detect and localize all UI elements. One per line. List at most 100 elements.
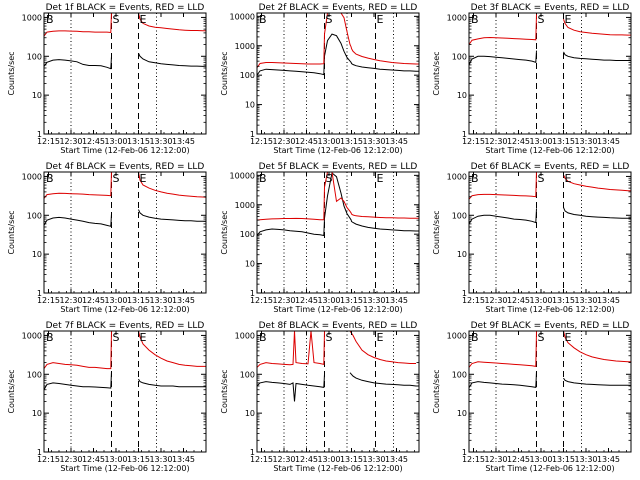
- x-axis-label: Start Time (12-Feb-06 12:12:00): [273, 305, 402, 314]
- x-tick-label: 12:15: [250, 455, 273, 464]
- x-tick-label: 13:00: [317, 137, 340, 146]
- x-tick-label: 13:15: [552, 296, 575, 305]
- x-tick-label: 13:45: [172, 296, 195, 305]
- series-events: [257, 372, 419, 402]
- x-axis-label: Start Time (12-Feb-06 12:12:00): [485, 464, 614, 473]
- plot-frame: [256, 12, 420, 135]
- y-tick-label: 10: [245, 260, 255, 269]
- y-tick-label: 1: [37, 289, 42, 298]
- x-tick-label: 13:30: [574, 296, 597, 305]
- plot-frame: [43, 171, 207, 294]
- y-tick-label: 100: [240, 71, 255, 80]
- plot-frame: [256, 330, 420, 453]
- x-tick-label: 13:00: [104, 455, 127, 464]
- x-tick-label: 12:45: [295, 137, 318, 146]
- x-tick-label: 13:15: [340, 455, 363, 464]
- y-tick-label: 1000: [22, 172, 42, 181]
- x-tick-label: 12:15: [250, 137, 273, 146]
- series-events: [44, 209, 206, 227]
- x-tick-label: 12:45: [82, 137, 105, 146]
- y-tick-label: 1: [250, 448, 255, 457]
- marker-b: B: [471, 331, 479, 344]
- y-tick-label: 1000: [235, 331, 255, 340]
- plot-frame: [256, 171, 420, 294]
- marker-b: B: [259, 13, 267, 26]
- y-axis-label: Counts/sec: [220, 210, 229, 254]
- marker-e: E: [140, 331, 147, 344]
- x-tick-label: 13:00: [529, 296, 552, 305]
- panel-title: Det 1f BLACK = Events, RED = LLD: [46, 3, 205, 13]
- y-tick-label: 1000: [22, 13, 42, 22]
- marker-e: E: [140, 13, 147, 26]
- x-tick-label: 12:45: [507, 296, 530, 305]
- x-tick-label: 12:15: [462, 137, 485, 146]
- y-tick-label: 100: [452, 370, 467, 379]
- marker-b: B: [46, 172, 54, 185]
- x-tick-label: 13:15: [552, 137, 575, 146]
- y-axis-label: Counts/sec: [220, 51, 229, 95]
- x-tick-label: 13:30: [149, 455, 172, 464]
- y-tick-label: 10: [457, 409, 467, 418]
- x-tick-label: 13:15: [340, 137, 363, 146]
- x-axis-label: Start Time (12-Feb-06 12:12:00): [273, 146, 402, 155]
- marker-s: S: [538, 172, 545, 185]
- marker-s: S: [326, 172, 333, 185]
- x-tick-label: 12:15: [37, 296, 60, 305]
- y-tick-label: 1: [250, 289, 255, 298]
- x-tick-label: 13:30: [362, 296, 385, 305]
- x-axis-label: Start Time (12-Feb-06 12:12:00): [60, 146, 189, 155]
- x-tick-label: 13:15: [340, 296, 363, 305]
- marker-b: B: [46, 331, 54, 344]
- y-axis-label: Counts/sec: [432, 210, 441, 254]
- plot-frame: [468, 12, 632, 135]
- series-lld: [469, 331, 631, 368]
- series-events: [469, 50, 631, 66]
- x-axis-label: Start Time (12-Feb-06 12:12:00): [485, 146, 614, 155]
- series-events: [469, 207, 631, 225]
- marker-s: S: [538, 331, 545, 344]
- x-tick-label: 12:30: [272, 455, 295, 464]
- y-tick-label: 10: [32, 91, 42, 100]
- y-tick-label: 100: [27, 52, 42, 61]
- marker-s: S: [326, 331, 333, 344]
- x-tick-label: 12:45: [82, 455, 105, 464]
- marker-s: S: [113, 172, 120, 185]
- panel-title: Det 4f BLACK = Events, RED = LLD: [46, 162, 205, 172]
- y-axis-label: Counts/sec: [7, 369, 16, 413]
- x-tick-label: 12:30: [484, 455, 507, 464]
- y-axis-label: Counts/sec: [220, 369, 229, 413]
- x-tick-label: 13:30: [149, 137, 172, 146]
- x-tick-label: 13:30: [149, 296, 172, 305]
- marker-b: B: [46, 13, 54, 26]
- plot-frame: [468, 171, 632, 294]
- y-tick-label: 100: [27, 211, 42, 220]
- marker-b: B: [471, 13, 479, 26]
- series-lld: [44, 172, 206, 199]
- x-tick-label: 12:15: [37, 137, 60, 146]
- x-tick-label: 12:45: [295, 455, 318, 464]
- series-events: [469, 371, 631, 389]
- panel-title: Det 3f BLACK = Events, RED = LLD: [471, 3, 630, 13]
- series-lld: [257, 331, 416, 368]
- plot-frame: [468, 330, 632, 453]
- series-lld: [44, 13, 206, 37]
- x-tick-label: 12:15: [37, 455, 60, 464]
- x-tick-label: 13:45: [597, 455, 620, 464]
- y-tick-label: 1: [462, 448, 467, 457]
- panel-title: Det 7f BLACK = Events, RED = LLD: [46, 321, 205, 331]
- y-tick-label: 10000: [230, 12, 255, 21]
- marker-b: B: [259, 172, 267, 185]
- x-tick-label: 13:45: [172, 137, 195, 146]
- x-tick-label: 13:15: [127, 455, 150, 464]
- x-tick-label: 13:30: [574, 137, 597, 146]
- panel-title: Det 5f BLACK = Events, RED = LLD: [259, 162, 418, 172]
- y-tick-label: 10: [245, 101, 255, 110]
- x-tick-label: 12:30: [272, 296, 295, 305]
- y-tick-label: 10: [245, 409, 255, 418]
- series-lld: [469, 172, 631, 200]
- y-axis-label: Counts/sec: [7, 210, 16, 254]
- x-tick-label: 12:45: [82, 296, 105, 305]
